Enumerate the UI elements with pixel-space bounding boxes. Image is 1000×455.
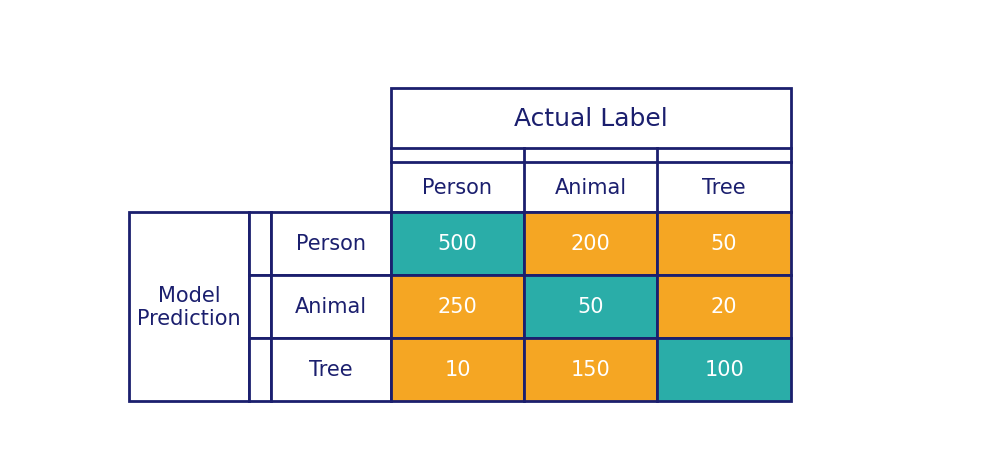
Bar xyxy=(391,275,524,338)
Bar xyxy=(271,338,391,401)
Bar xyxy=(271,275,391,338)
Bar xyxy=(391,162,791,212)
Text: Tree: Tree xyxy=(309,359,353,379)
Text: 100: 100 xyxy=(704,359,744,379)
Text: 200: 200 xyxy=(571,233,611,253)
Bar xyxy=(249,338,271,401)
Text: 50: 50 xyxy=(578,297,604,317)
Bar xyxy=(391,212,524,275)
Bar xyxy=(524,275,657,338)
Text: Model
Prediction: Model Prediction xyxy=(137,285,241,328)
Bar xyxy=(129,212,249,401)
Bar xyxy=(249,212,271,275)
Bar xyxy=(657,212,791,275)
Text: Person: Person xyxy=(296,233,366,253)
Text: Animal: Animal xyxy=(295,297,367,317)
Bar xyxy=(391,338,524,401)
Text: Tree: Tree xyxy=(702,177,746,197)
Bar xyxy=(391,88,791,148)
Bar xyxy=(271,212,391,275)
Text: 500: 500 xyxy=(438,233,477,253)
Text: 50: 50 xyxy=(711,233,737,253)
Text: 10: 10 xyxy=(444,359,471,379)
Text: 20: 20 xyxy=(711,297,737,317)
Text: 250: 250 xyxy=(438,297,477,317)
Bar xyxy=(657,275,791,338)
Text: Actual Label: Actual Label xyxy=(514,106,668,130)
Text: 150: 150 xyxy=(571,359,611,379)
Bar xyxy=(249,275,271,338)
Bar xyxy=(524,338,657,401)
Bar xyxy=(657,338,791,401)
Text: Person: Person xyxy=(422,177,492,197)
Bar xyxy=(524,212,657,275)
Text: Animal: Animal xyxy=(555,177,627,197)
